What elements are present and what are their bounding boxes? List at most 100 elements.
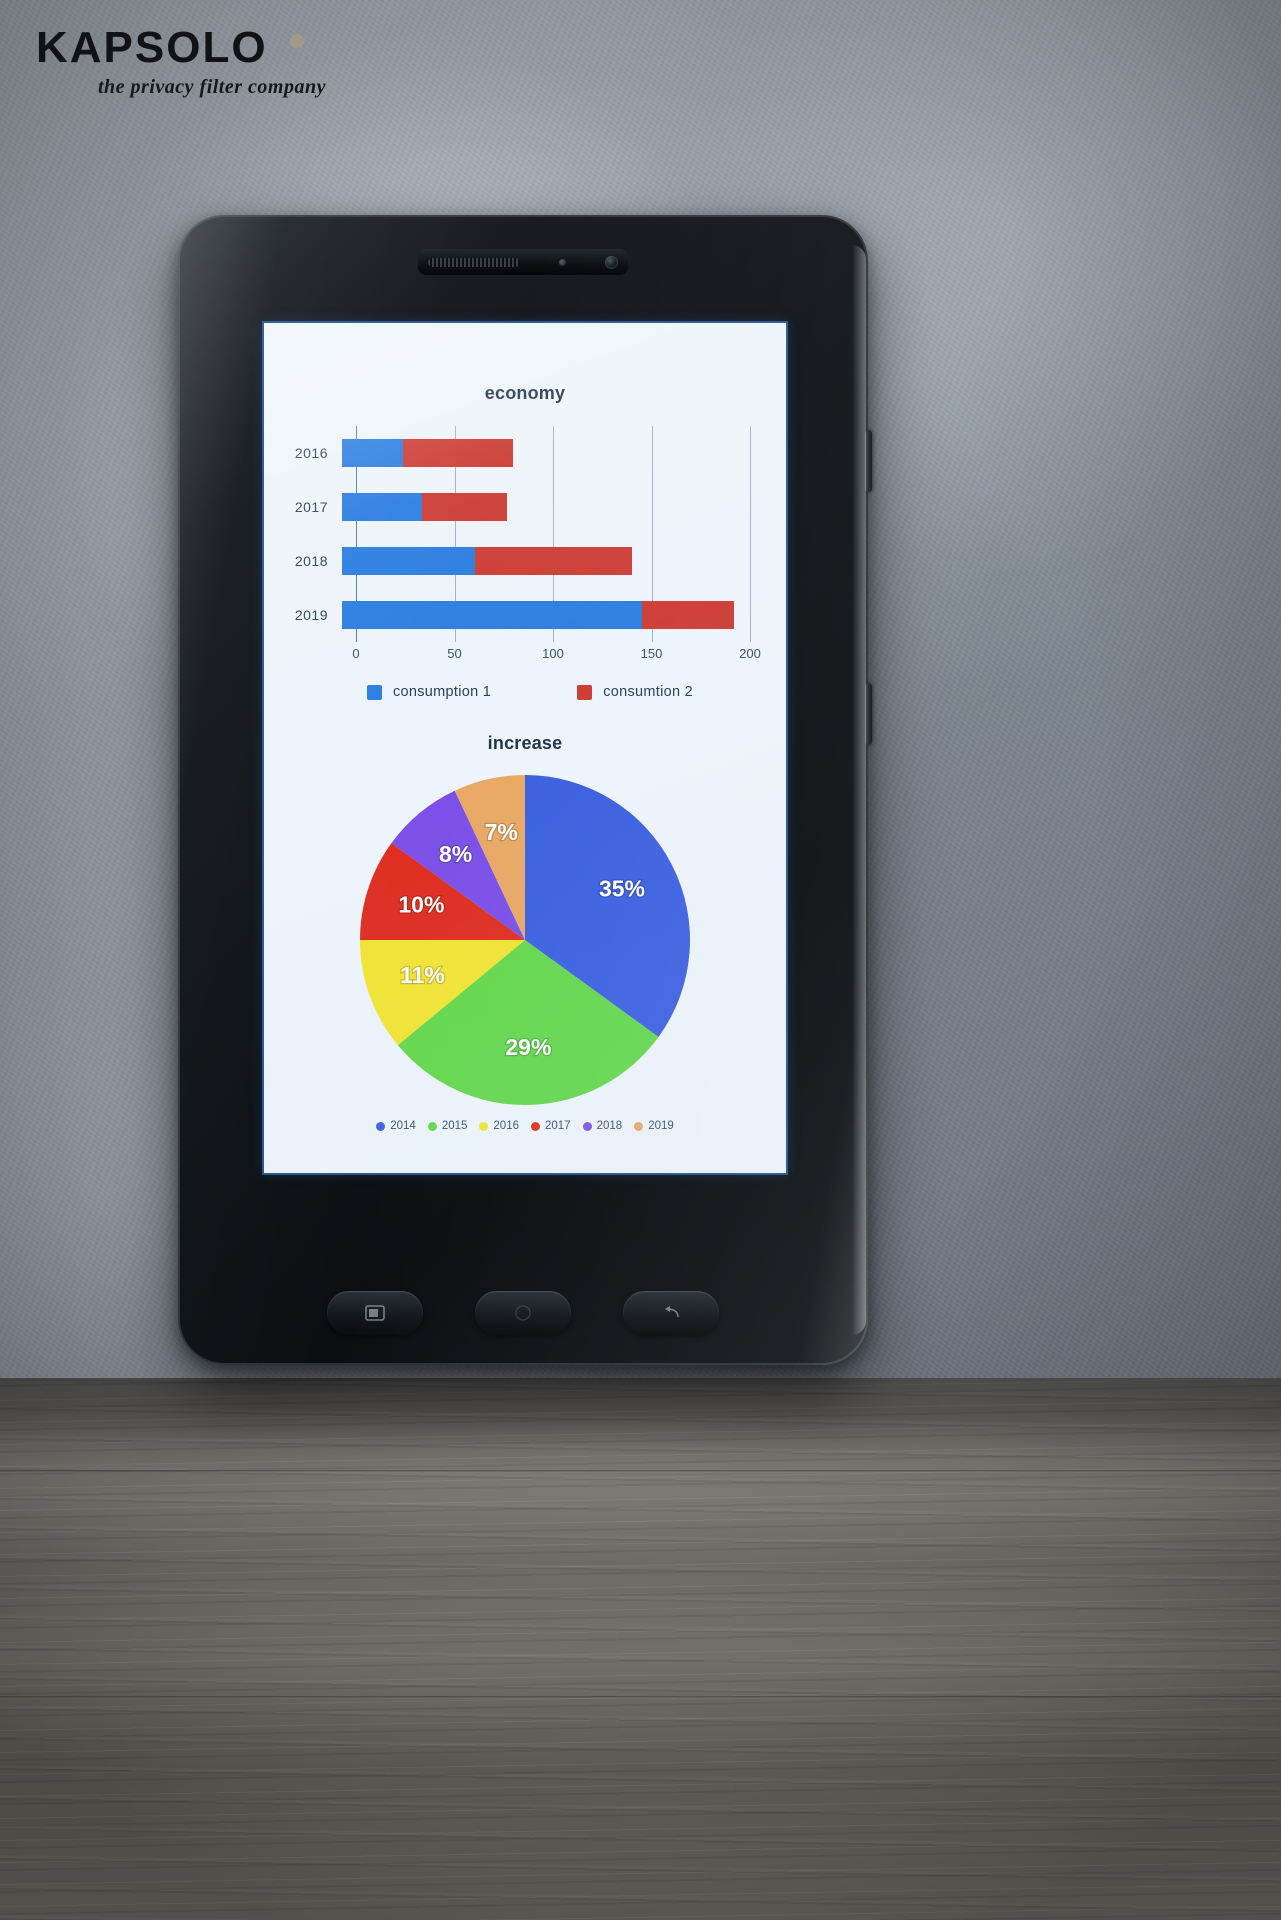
home-icon	[515, 1305, 531, 1321]
pie-slice[interactable]	[360, 940, 525, 1046]
pie-chart: increase 35% 29% 11% 10% 8% 7% 2014 2015 2016 20…	[264, 733, 786, 1132]
bar-x-axis-ticks: 0 50 100 150 200	[352, 642, 760, 668]
legend-item[interactable]: consumption 1	[366, 684, 492, 700]
bar-chart: economy 2016 2017 2018 2019 0 50 100 150 200 co…	[264, 383, 786, 700]
pie-legend-item[interactable]: 2019	[634, 1120, 674, 1132]
bar-chart-legend: consumption 1 consumtion 2	[264, 684, 786, 700]
pie-slice[interactable]	[397, 940, 659, 1105]
camera-sensor-strip	[418, 249, 628, 275]
hardware-nav-bar	[178, 1291, 868, 1335]
bar-category-label: 2017	[294, 499, 328, 515]
bar-segment	[342, 493, 422, 521]
brand-name: KAPSOLO	[36, 23, 268, 72]
tablet-device: economy 2016 2017 2018 2019 0 50 100 150 200 co…	[178, 215, 872, 1365]
legend-swatch-icon	[577, 684, 593, 700]
pie-legend-item[interactable]: 2015	[427, 1120, 468, 1132]
front-camera-icon	[605, 255, 618, 269]
bar-segment	[403, 439, 514, 467]
pie-slice[interactable]	[391, 790, 525, 940]
tablet-screen[interactable]: economy 2016 2017 2018 2019 0 50 100 150 200 co…	[264, 323, 786, 1173]
bar-track	[342, 426, 750, 480]
pie-chart-legend: 2014 2015 2016 2017 2018 2019	[264, 1120, 786, 1132]
pie-slice-label: 11%	[400, 962, 445, 988]
pie-slice[interactable]	[360, 843, 525, 940]
back-key[interactable]	[623, 1291, 719, 1335]
pie-legend-label: 2017	[545, 1120, 571, 1132]
bar-stack	[342, 547, 750, 575]
bar-row: 2017	[264, 480, 750, 534]
plank-seam	[0, 1696, 1281, 1699]
bar-stack	[342, 439, 750, 467]
pie-slice[interactable]	[525, 775, 690, 1037]
bar-x-tick-label: 0	[352, 646, 360, 661]
pie-chart-title: increase	[487, 733, 563, 753]
pie-legend-dot-icon	[582, 1121, 592, 1131]
bar-rows: 2016 2017 2018 2019	[264, 426, 750, 642]
wood-grain-texture	[0, 1378, 1281, 1920]
table-shadow	[0, 1378, 1281, 1498]
device-bevel	[852, 245, 866, 1335]
bar-x-tick-label: 150	[640, 646, 663, 661]
pie-legend-label: 2015	[441, 1120, 468, 1132]
pie-slice[interactable]	[454, 775, 525, 940]
bar-plot-area: 2016 2017 2018 2019	[264, 426, 751, 642]
bar-track	[342, 588, 750, 642]
pie-slice-label: 10%	[398, 891, 444, 917]
bar-gridline	[750, 426, 751, 642]
legend-item[interactable]: consumtion 2	[577, 684, 693, 700]
pie-legend-item[interactable]: 2018	[582, 1120, 623, 1132]
back-arrow-icon	[665, 1306, 679, 1318]
pie-slice-label: 8%	[439, 841, 472, 867]
bar-x-tick-label: 50	[447, 646, 462, 661]
legend-label: consumtion 2	[603, 684, 694, 700]
pie-legend-label: 2016	[493, 1120, 519, 1132]
pie-legend-dot-icon	[531, 1121, 540, 1131]
pie-legend-label: 2018	[596, 1120, 623, 1132]
bar-category-label: 2019	[294, 607, 328, 623]
bar-x-axis: 0 50 100 150 200	[264, 642, 760, 668]
bar-segment	[421, 493, 508, 521]
home-key[interactable]	[475, 1291, 571, 1335]
bar-x-tick-label: 100	[542, 646, 564, 661]
bar-category-label: 2018	[294, 553, 328, 569]
speaker-grille-icon	[428, 257, 520, 267]
recents-key[interactable]	[327, 1291, 423, 1335]
bar-segment	[342, 601, 642, 629]
brand-tagline: the privacy filter company	[98, 76, 326, 98]
brand-logo: KAPSOLO the privacy filter company	[36, 26, 456, 99]
pie-slice-label: 35%	[599, 876, 645, 902]
volume-button[interactable]	[865, 430, 872, 492]
brand-dot-icon	[290, 34, 305, 48]
pie-legend-dot-icon	[634, 1121, 644, 1131]
bar-segment	[641, 601, 734, 629]
pie-legend-dot-icon	[427, 1121, 437, 1131]
bar-stack	[342, 601, 750, 629]
bar-x-tick-label: 200	[739, 646, 761, 661]
bar-category-label: 2016	[294, 445, 328, 461]
legend-swatch-icon	[366, 684, 382, 700]
pie-legend-dot-icon	[479, 1121, 489, 1131]
pie-slice-label: 29%	[505, 1034, 551, 1060]
wooden-table-surface	[0, 1378, 1281, 1920]
bar-row: 2016	[264, 426, 750, 480]
pie-legend-label: 2019	[648, 1120, 674, 1132]
pie-legend-item[interactable]: 2014	[376, 1120, 416, 1132]
bar-segment	[342, 547, 475, 575]
pie-legend-dot-icon	[376, 1121, 386, 1131]
pie-legend-label: 2014	[390, 1120, 416, 1132]
plank-seam	[0, 1470, 1281, 1473]
bar-chart-title: economy	[484, 383, 566, 403]
bar-segment	[474, 547, 632, 575]
proximity-sensor-icon	[559, 258, 566, 266]
recents-icon	[365, 1305, 385, 1321]
bar-row: 2019	[264, 588, 750, 642]
power-button[interactable]	[865, 683, 872, 745]
pie-slice-label: 7%	[485, 819, 518, 845]
bar-track	[342, 534, 750, 588]
bar-track	[342, 480, 750, 534]
pie-legend-item[interactable]: 2017	[531, 1120, 571, 1132]
bar-stack	[342, 493, 750, 521]
pie-svg: 35% 29% 11% 10% 8% 7%	[360, 775, 690, 1105]
legend-label: consumption 1	[392, 684, 492, 700]
pie-legend-item[interactable]: 2016	[479, 1120, 519, 1132]
